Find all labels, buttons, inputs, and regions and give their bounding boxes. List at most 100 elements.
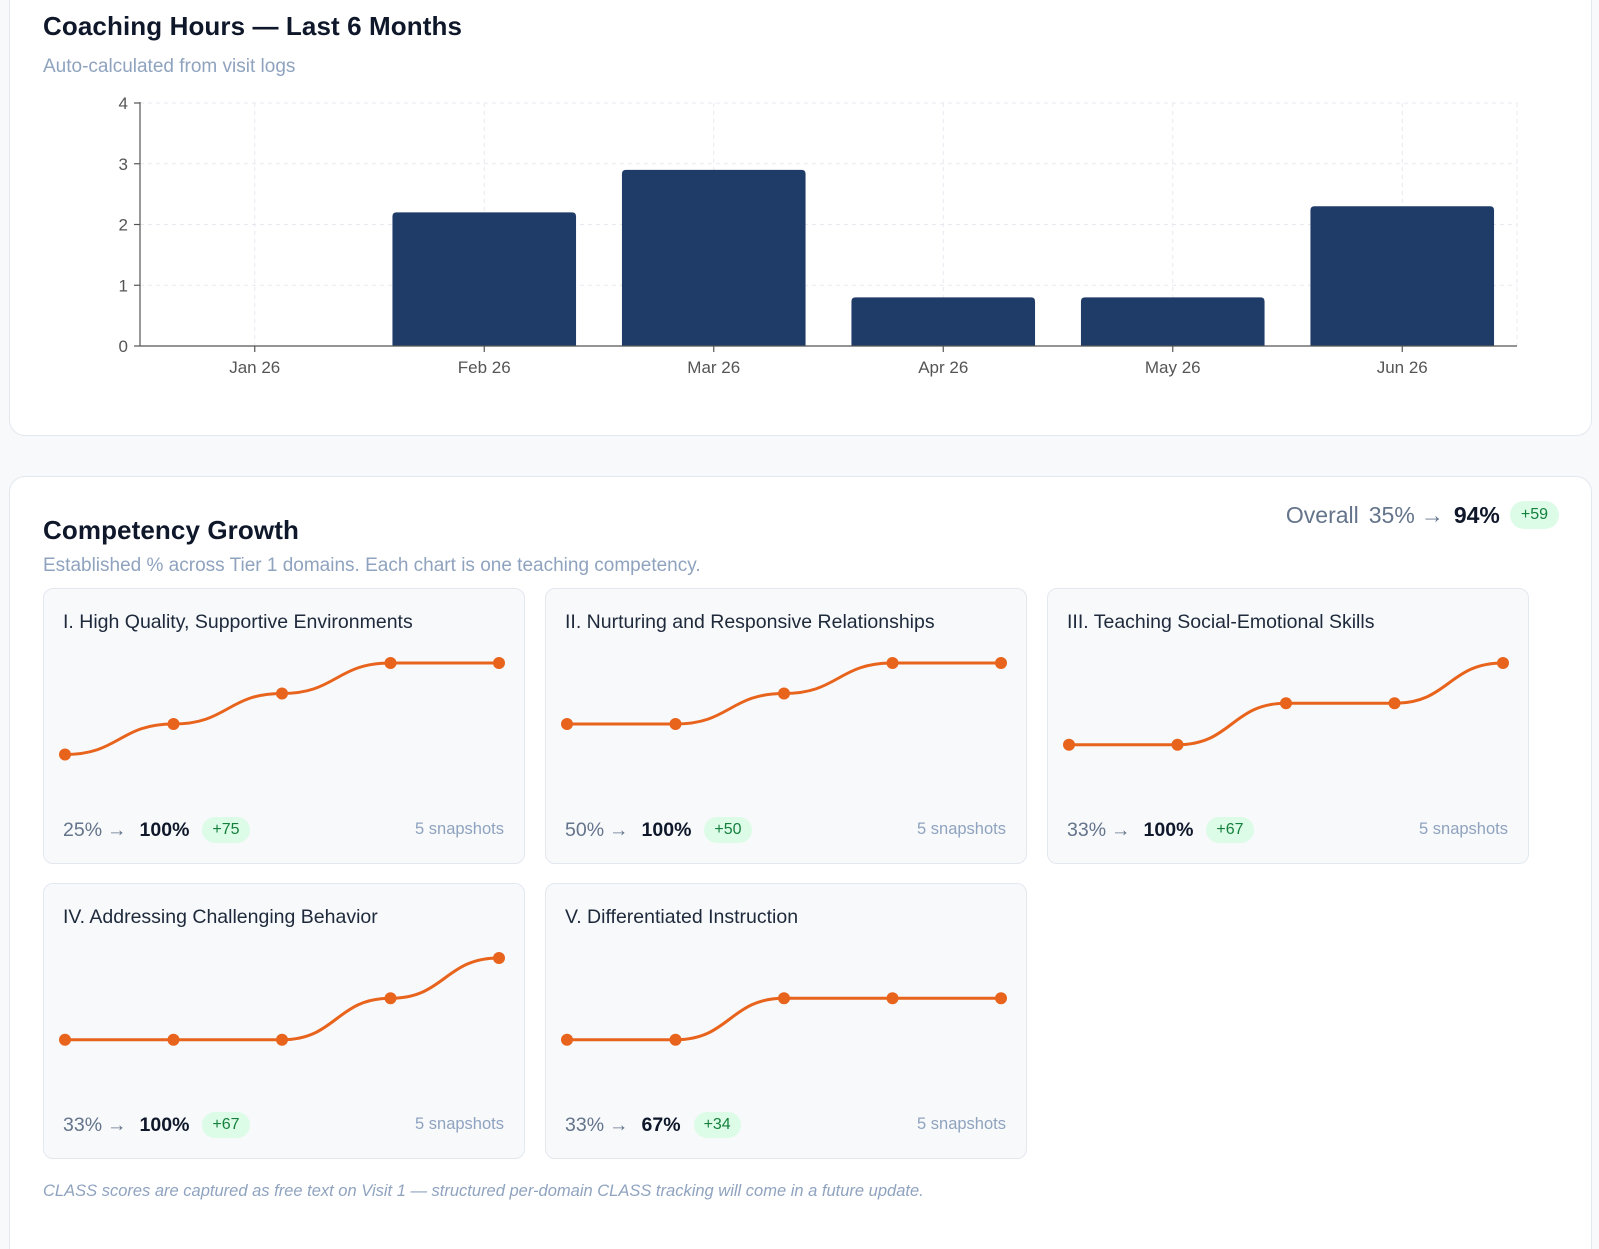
domain-snapshot-count: 5 snapshots (917, 1115, 1006, 1133)
domain-summary: 50% → 100% +50 (565, 817, 752, 843)
domain-data-point-3 (778, 992, 790, 1005)
domain-card: IV. Addressing Challenging Behavior 33% → 1… (43, 883, 525, 1159)
domain-data-point-1 (561, 1033, 573, 1046)
domain-summary: 25% → 100% +75 (63, 817, 250, 843)
domain-series-line (65, 956, 500, 1042)
competency-growth-title: Competency Growth (43, 515, 299, 545)
domain-to: 100% (139, 1113, 190, 1136)
domain-data-point-3 (276, 687, 288, 700)
domain-snapshot-count: 5 snapshots (415, 820, 504, 838)
domain-data-point-2 (167, 1033, 180, 1046)
domain-title: II. Nurturing and Responsive Relationshi… (565, 611, 935, 633)
domain-data-point-4 (384, 992, 397, 1005)
domain-card: I. High Quality, Supportive Environments… (43, 588, 525, 864)
domain-data-point-5 (995, 992, 1007, 1005)
domain-delta-badge: +34 (693, 1112, 741, 1138)
domain-from: 50% (565, 818, 605, 841)
domain-line-chart (561, 992, 1007, 1046)
x-tick-label: Jun 26 (1377, 358, 1428, 377)
overall-label: Overall (1285, 501, 1359, 528)
domain-arrow: → (107, 1113, 127, 1136)
domain-data-point-1 (59, 748, 71, 761)
domain-data-point-1 (59, 1033, 71, 1046)
domain-to: 67% (641, 1113, 681, 1136)
domain-delta-badge: +67 (1206, 817, 1254, 843)
bar-jun-26 (1310, 206, 1495, 346)
domain-data-point-5 (995, 657, 1007, 669)
domain-arrow: → (609, 1113, 629, 1136)
domain-from: 25% (63, 818, 103, 841)
competency-growth-card: Competency Growth Established % across T… (9, 476, 1592, 1249)
domain-delta-badge: +67 (202, 1112, 250, 1138)
x-tick-label: Jan 26 (229, 358, 280, 377)
domain-arrow: → (107, 818, 127, 841)
domain-data-point-2 (669, 718, 682, 730)
domain-arrow: → (609, 818, 629, 841)
bar-mar-26 (621, 169, 806, 346)
domain-data-point-5 (1497, 657, 1509, 669)
domain-series-line (64, 661, 499, 756)
overall-from: 35% (1368, 501, 1415, 528)
domain-from: 33% (565, 1113, 605, 1136)
domain-line-chart (59, 952, 505, 1046)
domain-data-point-5 (493, 952, 505, 964)
y-tick-label: 0 (119, 337, 128, 356)
domain-arrow: → (1111, 818, 1131, 841)
domain-data-point-2 (669, 1033, 682, 1046)
domain-card: II. Nurturing and Responsive Relationshi… (545, 588, 1027, 864)
y-tick-label: 3 (119, 155, 128, 174)
domain-snapshot-count: 5 snapshots (917, 820, 1006, 838)
domain-data-point-3 (276, 1033, 288, 1046)
domain-data-point-4 (886, 992, 899, 1005)
coaching-hours-subtitle: Auto-calculated from visit logs (43, 56, 296, 77)
domain-data-point-4 (886, 657, 899, 669)
domain-data-point-2 (1171, 738, 1184, 751)
x-tick-label: May 26 (1145, 358, 1201, 377)
overall-summary: Overall 35% → 94% +59 (1286, 501, 1559, 529)
y-tick-label: 2 (119, 216, 128, 235)
coaching-hours-title: Coaching Hours — Last 6 Months (43, 11, 463, 41)
domain-data-point-2 (167, 718, 180, 730)
domain-delta-badge: +75 (202, 817, 250, 843)
domain-data-point-4 (1388, 697, 1401, 710)
x-tick-label: Feb 26 (458, 358, 511, 377)
bar-may-26 (1080, 297, 1265, 346)
domain-data-point-4 (384, 657, 397, 669)
domain-title: IV. Addressing Challenging Behavior (63, 906, 378, 928)
x-tick-label: Apr 26 (918, 358, 968, 377)
footnote: CLASS scores are captured as free text o… (43, 1182, 924, 1200)
domain-series-line (567, 996, 1001, 1042)
domain-title: V. Differentiated Instruction (565, 906, 799, 928)
domain-data-point-1 (561, 718, 573, 730)
domain-title: I. High Quality, Supportive Environments (63, 611, 413, 633)
domain-summary: 33% → 100% +67 (1067, 817, 1254, 843)
y-tick-label: 1 (119, 276, 128, 295)
domain-card: V. Differentiated Instruction 33% → 67% +34 5… (545, 883, 1027, 1159)
domain-snapshot-count: 5 snapshots (415, 1115, 504, 1133)
domain-line-chart (561, 657, 1007, 730)
overall-delta-badge: +59 (1509, 501, 1559, 529)
domain-to: 100% (139, 818, 190, 841)
bar-feb-26 (392, 212, 577, 346)
domain-from: 33% (63, 1113, 103, 1136)
domain-to: 100% (1143, 818, 1194, 841)
coaching-hours-bar-chart: 0 1 2 3 4 Jan 26 Feb 26 Mar 26 Apr 26 May 26 Jun 2… (119, 94, 1518, 377)
domain-data-point-3 (1280, 697, 1292, 710)
y-tick-label: 4 (119, 94, 128, 113)
coaching-hours-card: Coaching Hours — Last 6 Months Auto-calc… (9, 0, 1592, 436)
domain-to: 100% (641, 818, 692, 841)
overall-to: 94% (1453, 501, 1500, 528)
overall-arrow: → (1420, 501, 1444, 528)
domain-card: III. Teaching Social-Emotional Skills 33%… (1047, 588, 1529, 864)
domain-data-point-5 (493, 657, 505, 669)
domain-summary: 33% → 67% +34 (565, 1112, 741, 1138)
domain-summary: 33% → 100% +67 (63, 1112, 250, 1138)
domain-data-point-1 (1063, 738, 1075, 751)
domain-snapshot-count: 5 snapshots (1419, 820, 1508, 838)
domain-delta-badge: +50 (704, 817, 752, 843)
bar-apr-26 (851, 297, 1036, 346)
domain-data-point-3 (778, 687, 790, 700)
domain-from: 33% (1067, 818, 1107, 841)
x-tick-label: Mar 26 (687, 358, 740, 377)
domain-title: III. Teaching Social-Emotional Skills (1067, 611, 1375, 633)
